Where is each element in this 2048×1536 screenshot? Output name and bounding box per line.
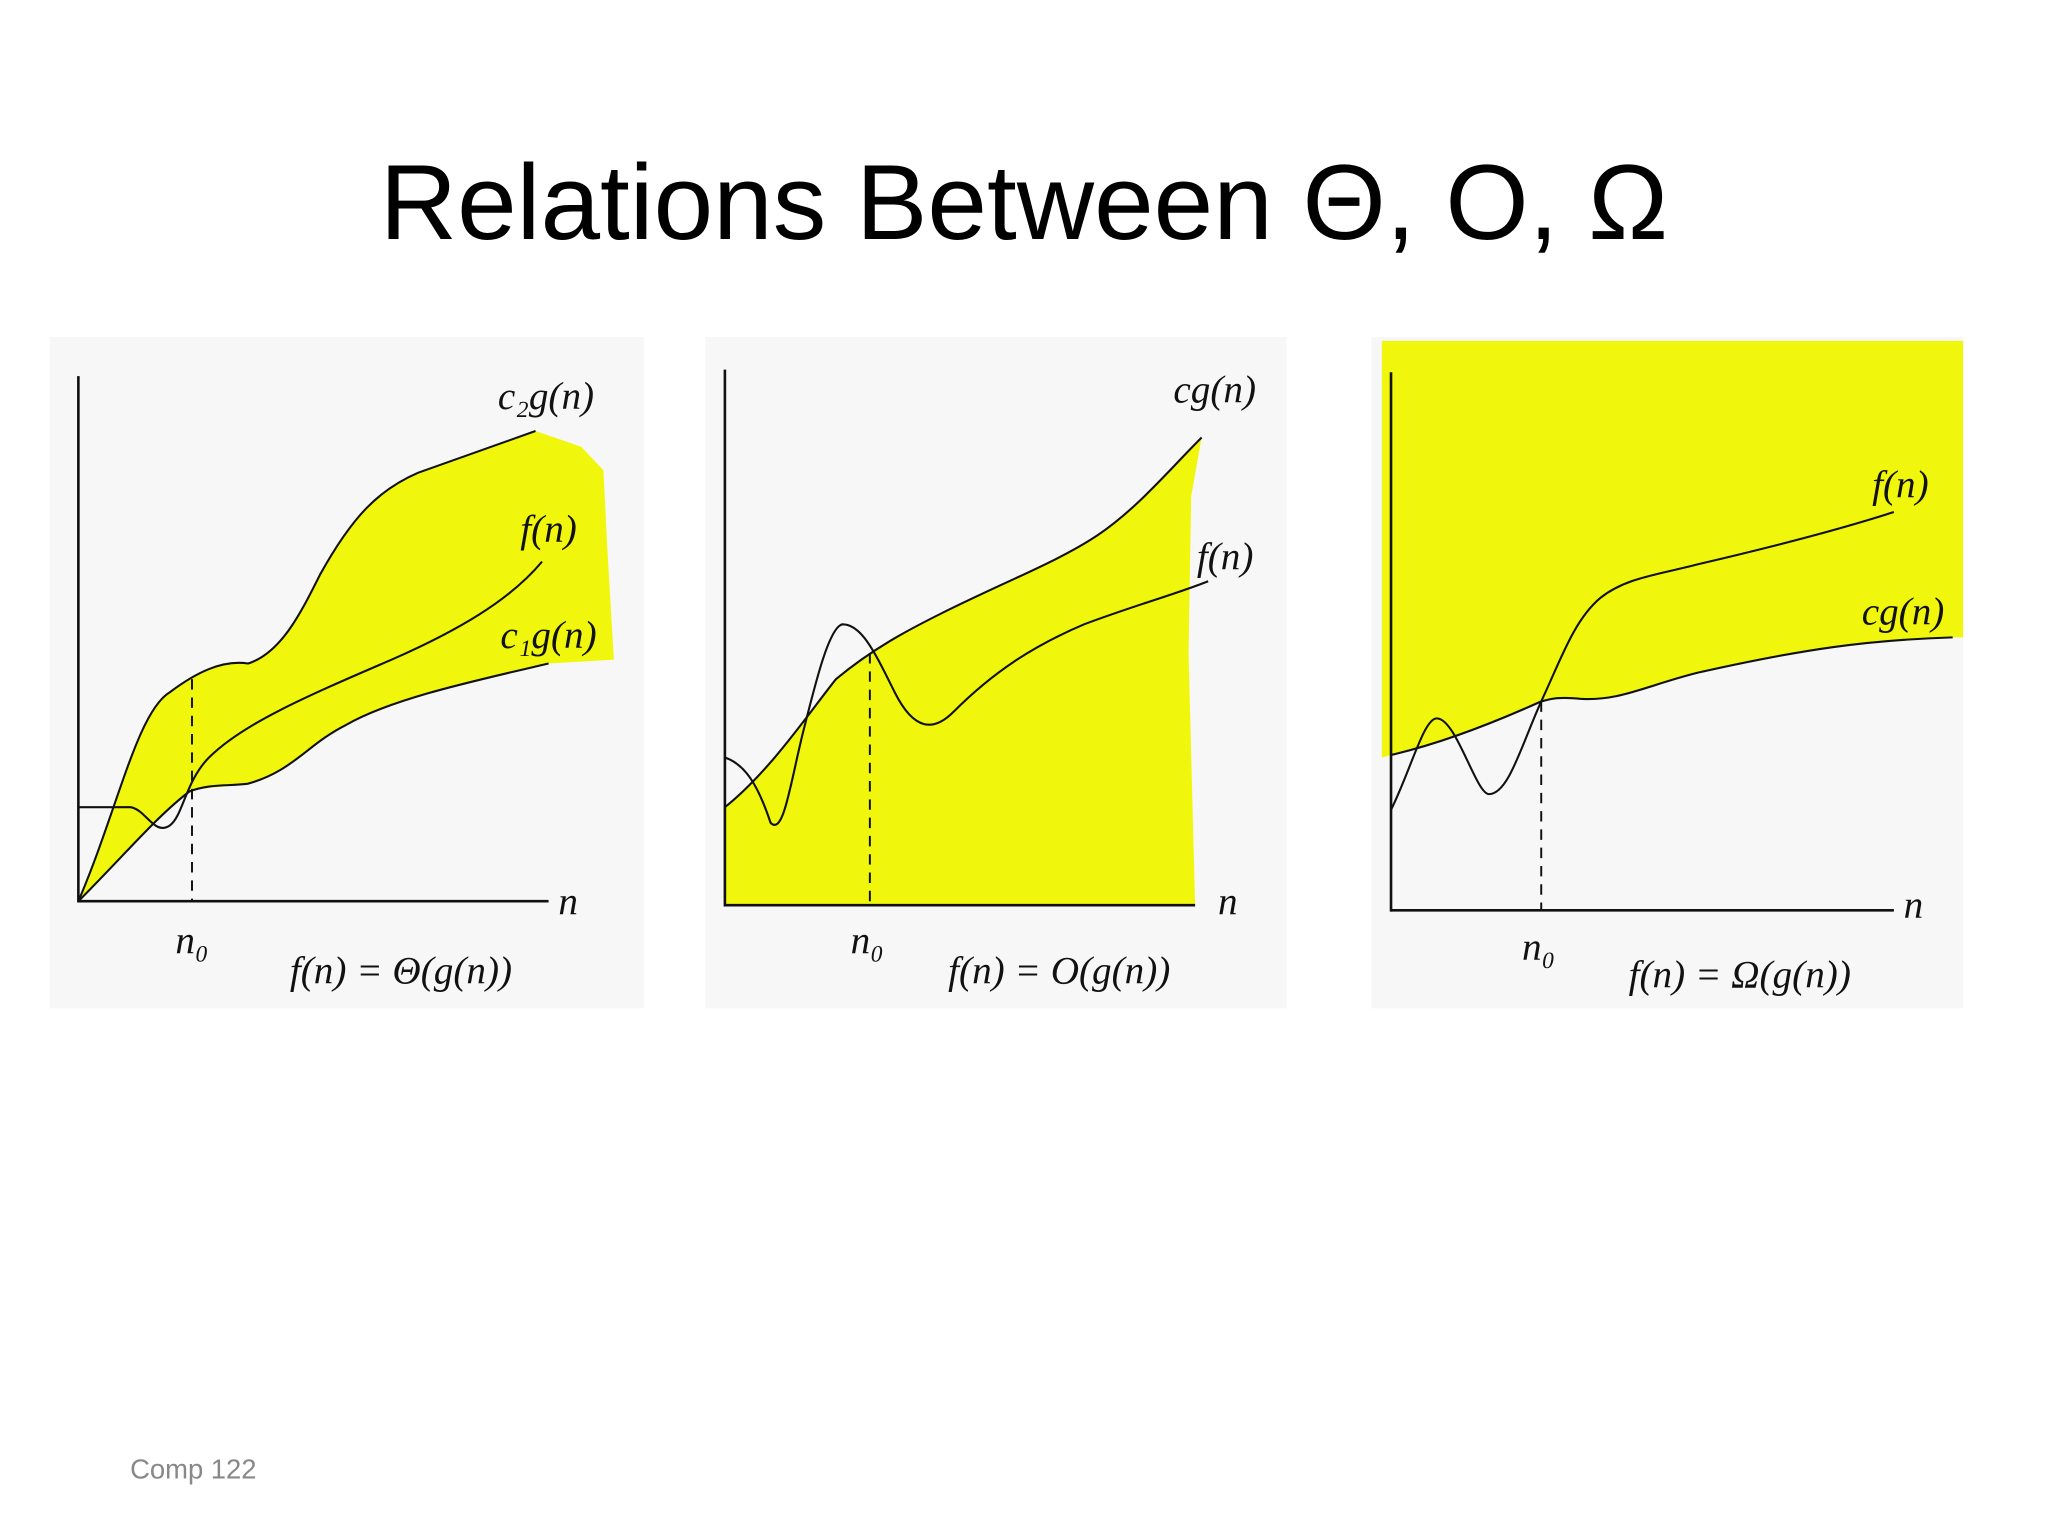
lower-bound-curve xyxy=(77,662,549,902)
n0-label: n₀ xyxy=(175,919,208,962)
curve-label: c₁g(n) xyxy=(500,614,596,657)
omega-region xyxy=(1381,340,1964,758)
f-curve xyxy=(724,580,1209,826)
curve-label: f(n) xyxy=(1197,535,1254,578)
slide-footer: Comp 122 xyxy=(130,1454,256,1485)
f-curve xyxy=(1390,511,1895,811)
cg-curve xyxy=(724,436,1203,808)
curve-label: f(n) xyxy=(520,508,577,551)
n0-label: n₀ xyxy=(851,919,884,962)
caption: f(n) = Θ(g(n)) xyxy=(290,950,512,993)
slide-title: Relations Between Θ, O, Ω xyxy=(380,142,1668,262)
axis-label: n xyxy=(1218,880,1238,923)
curve-label: cg(n) xyxy=(1862,590,1945,633)
f-curve xyxy=(78,560,543,829)
n0-label: n₀ xyxy=(1522,926,1555,969)
o-panel: cg(n) f(n) n₀ n f(n) = O(g(n)) xyxy=(705,336,1287,1009)
omega-panel: f(n) cg(n) n₀ n f(n) = Ω(g(n)) xyxy=(1371,336,1964,1009)
cg-curve xyxy=(1390,636,1953,756)
axis-label: n xyxy=(558,880,578,923)
caption: f(n) = Ω(g(n)) xyxy=(1629,953,1851,996)
upper-bound-curve xyxy=(77,430,536,902)
curve-label: f(n) xyxy=(1872,464,1929,507)
curve-label: cg(n) xyxy=(1173,368,1256,411)
axis-label: n xyxy=(1904,884,1924,927)
theta-band xyxy=(78,431,614,902)
caption: f(n) = O(g(n)) xyxy=(948,950,1170,993)
curve-label: c₂g(n) xyxy=(498,375,594,418)
o-region xyxy=(724,437,1202,906)
theta-panel: c₂g(n) f(n) c₁g(n) n₀ n f(n) = Θ(g(n)) xyxy=(49,336,644,1009)
